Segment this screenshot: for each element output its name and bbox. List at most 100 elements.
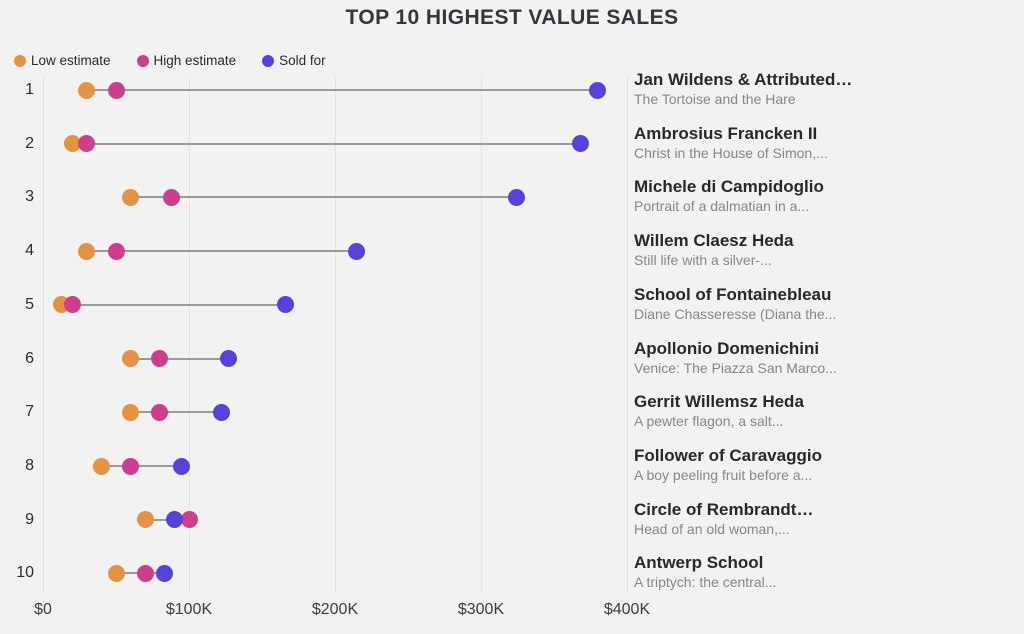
artwork-title: A triptych: the central...	[634, 574, 777, 591]
sold-for-dot	[165, 511, 183, 529]
high-legend-dot-icon	[136, 54, 149, 67]
low-estimate-dot	[136, 511, 154, 529]
connector-line	[86, 250, 357, 253]
artwork-title: Head of an old woman,...	[634, 520, 790, 537]
x-tick-label: $200K	[311, 601, 359, 618]
high-estimate-dot	[122, 457, 140, 475]
low-estimate-dot	[122, 403, 140, 421]
artwork-title: The Tortoise and the Hare	[634, 91, 796, 108]
row-rank-label: 7	[25, 403, 34, 421]
low-estimate-dot	[107, 564, 125, 582]
gridline	[189, 78, 190, 592]
sale-entry: Michele di Campidoglio Portrait of a dalm…	[634, 177, 1020, 217]
legend-label: High estimate	[153, 53, 237, 68]
high-estimate-dot	[107, 81, 125, 99]
sale-entry: Gerrit Willemsz Heda A pewter flagon, a s…	[634, 392, 1020, 432]
gridline	[627, 78, 628, 592]
sale-entry: Jan Wildens & Attributed… The Tortoise an…	[634, 69, 1020, 109]
artist-name: Apollonio Domenichini	[634, 338, 820, 358]
artist-name: Follower of Caravaggio	[634, 446, 822, 466]
connector-line	[101, 465, 182, 468]
sale-entry: Antwerp School A triptych: the central...	[634, 553, 1020, 593]
sale-entry: School of Fontainebleau Diane Chasseresse…	[634, 284, 1020, 324]
artist-name: School of Fontainebleau	[634, 285, 832, 305]
x-tick-label: $0	[34, 601, 52, 618]
sold-legend-dot-icon	[262, 54, 275, 67]
artwork-title: Still life with a silver-...	[634, 252, 772, 269]
high-estimate-dot	[63, 296, 81, 314]
row-rank-label: 2	[25, 134, 34, 152]
sale-entry: Follower of Caravaggio A boy peeling frui…	[634, 445, 1020, 485]
connector-line	[130, 196, 517, 199]
high-estimate-dot	[151, 350, 169, 368]
chart-title: TOP 10 HIGHEST VALUE SALES	[345, 6, 679, 29]
artist-name: Michele di Campidoglio	[634, 177, 824, 197]
sold-for-dot	[219, 350, 237, 368]
artwork-title: A boy peeling fruit before a...	[634, 467, 813, 484]
row-rank-label: 4	[25, 242, 34, 260]
sold-for-dot	[173, 457, 191, 475]
artist-name: Willem Claesz Heda	[634, 231, 794, 251]
artist-name: Jan Wildens & Attributed…	[634, 70, 853, 90]
sold-for-dot	[571, 135, 589, 153]
artwork-title: Venice: The Piazza San Marco...	[634, 359, 837, 376]
legend: Low estimate High estimate Sold for	[14, 53, 326, 68]
high-estimate-dot	[78, 135, 96, 153]
high-estimate-dot	[162, 188, 180, 206]
sold-for-dot	[276, 296, 294, 314]
sale-entry: Ambrosius Francken II Christ in the House…	[634, 123, 1020, 163]
artwork-title: Christ in the House of Simon,...	[634, 144, 828, 161]
row-rank-label: 1	[25, 81, 34, 98]
sold-for-dot	[589, 81, 607, 99]
gridline	[481, 78, 482, 592]
x-tick-label: $100K	[165, 601, 213, 618]
row-rank-label: 10	[16, 564, 34, 582]
high-estimate-dot	[107, 242, 125, 260]
row-rank-label: 5	[25, 295, 34, 313]
artwork-title: Diane Chasseresse (Diana the...	[634, 306, 837, 323]
low-estimate-dot	[92, 457, 110, 475]
high-estimate-dot	[180, 511, 198, 529]
gridline	[43, 78, 44, 592]
row-rank-label: 3	[25, 188, 34, 206]
legend-item-sold: Sold for	[262, 53, 326, 68]
artist-name: Gerrit Willemsz Heda	[634, 392, 804, 412]
x-tick-label: $400K	[603, 601, 651, 618]
low-estimate-dot	[122, 350, 140, 368]
low-legend-dot-icon	[14, 54, 26, 67]
row-rank-label: 8	[25, 457, 34, 475]
low-estimate-dot	[63, 135, 81, 153]
sold-for-dot	[155, 564, 173, 582]
legend-item-low: Low estimate	[14, 53, 111, 68]
artist-name: Antwerp School	[634, 553, 764, 573]
low-estimate-dot	[122, 188, 140, 206]
row-rank-label: 6	[25, 349, 34, 367]
artwork-title: Portrait of a dalmatian in a...	[634, 198, 810, 215]
legend-label: Sold for	[279, 53, 326, 68]
x-tick-label: $300K	[457, 601, 505, 618]
low-estimate-dot	[78, 242, 96, 260]
sale-entry: Circle of Rembrandt… Head of an old woman…	[634, 499, 1020, 539]
legend-label: Low estimate	[31, 53, 111, 68]
artist-name: Ambrosius Francken II	[634, 123, 818, 143]
sold-for-dot	[348, 242, 366, 260]
artist-name: Circle of Rembrandt…	[634, 499, 814, 519]
row-rank-label: 9	[25, 510, 34, 528]
artwork-title: A pewter flagon, a salt...	[634, 413, 784, 430]
connector-line	[86, 89, 598, 91]
connector-line	[61, 303, 286, 306]
sale-entry: Willem Claesz Heda Still life with a silv…	[634, 230, 1020, 270]
sold-for-dot	[507, 188, 525, 206]
low-estimate-dot	[78, 81, 96, 99]
sold-for-dot	[212, 403, 230, 421]
high-estimate-dot	[151, 403, 169, 421]
high-estimate-dot	[136, 564, 154, 582]
legend-item-high: High estimate	[136, 53, 237, 68]
connector-line	[72, 142, 581, 145]
gridline	[335, 78, 336, 592]
connector-line	[130, 357, 229, 360]
sale-entry: Apollonio Domenichini Venice: The Piazza …	[634, 338, 1020, 378]
connector-line	[130, 411, 222, 414]
